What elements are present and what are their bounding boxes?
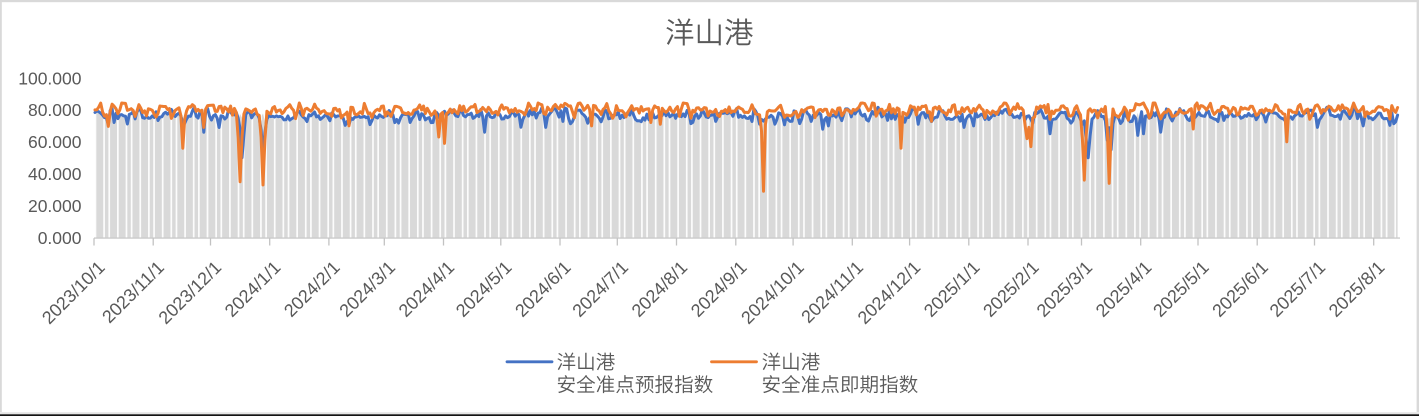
svg-text:20.000: 20.000: [28, 196, 82, 216]
svg-text:40.000: 40.000: [28, 164, 82, 184]
svg-text:80.000: 80.000: [28, 100, 82, 120]
svg-text:0.000: 0.000: [38, 228, 82, 248]
svg-text:100.000: 100.000: [18, 68, 82, 88]
svg-text:60.000: 60.000: [28, 132, 82, 152]
